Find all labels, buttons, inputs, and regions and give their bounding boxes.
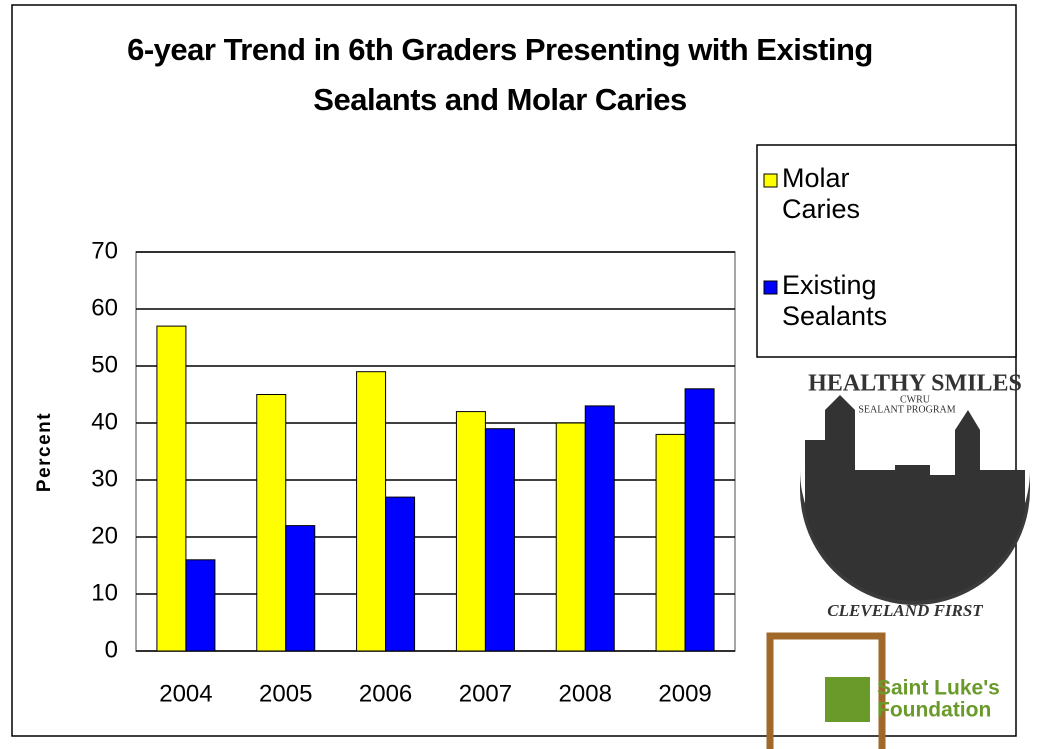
logo-text: CWRU	[900, 394, 931, 405]
x-tick-label: 2006	[359, 680, 412, 707]
plot-area: 0 10 20 30 40 50 60 70 2004 2005 2006 2007 2008 2009	[91, 237, 736, 707]
bar	[684, 388, 715, 652]
y-tick-label: 20	[91, 522, 118, 549]
logo-text: Foundation	[877, 699, 991, 722]
bar	[285, 525, 316, 652]
y-tick-label: 30	[91, 465, 118, 492]
bar	[484, 428, 515, 652]
x-tick-label: 2005	[259, 680, 312, 707]
x-tick-label: 2009	[658, 680, 711, 707]
logo-text: SEALANT PROGRAM	[858, 404, 955, 415]
plot-border	[135, 251, 736, 652]
logo-city	[805, 395, 1025, 601]
legend-label: Existing Sealants	[782, 270, 888, 331]
y-tick-label: 70	[91, 237, 118, 264]
healthy-smiles-logo: HEALTHY SMILES CWRU SEALANT PROGRAM CLEV…	[800, 371, 1030, 620]
bar	[256, 394, 287, 652]
y-tick-label: 50	[91, 351, 118, 378]
logo-frame	[766, 632, 886, 749]
bar	[356, 371, 387, 652]
x-tick-label: 2004	[159, 680, 212, 707]
logo-text: CLEVELAND FIRST	[827, 601, 983, 620]
bar	[655, 433, 686, 652]
saint-lukes-logo: Saint Luke's Foundation	[766, 632, 1000, 749]
bar	[455, 411, 486, 652]
bar	[555, 422, 586, 652]
bar	[156, 325, 187, 652]
bar	[185, 559, 216, 652]
x-tick-label: 2008	[559, 680, 612, 707]
title-box: 6-year Trend in 6th Graders Presenting w…	[127, 32, 873, 117]
logo-text: HEALTHY SMILES	[808, 371, 1022, 397]
y-tick-label: 0	[105, 636, 118, 663]
bar	[584, 405, 615, 652]
legend-swatch	[763, 280, 778, 295]
legend-swatch	[763, 173, 778, 188]
x-tick-label: 2007	[459, 680, 512, 707]
logo-square	[825, 677, 870, 722]
legend-box	[756, 144, 1017, 358]
y-tick-label: 40	[91, 408, 118, 435]
y-tick-label: 60	[91, 294, 118, 321]
y-axis-label: Percent	[34, 412, 55, 492]
y-tick-label: 10	[91, 579, 118, 606]
chart-title: 6-year Trend in 6th Graders Presenting w…	[127, 32, 873, 117]
legend-label: Molar Caries	[782, 163, 861, 224]
logo-text: Saint Luke's	[877, 677, 1000, 700]
bar	[385, 496, 416, 652]
